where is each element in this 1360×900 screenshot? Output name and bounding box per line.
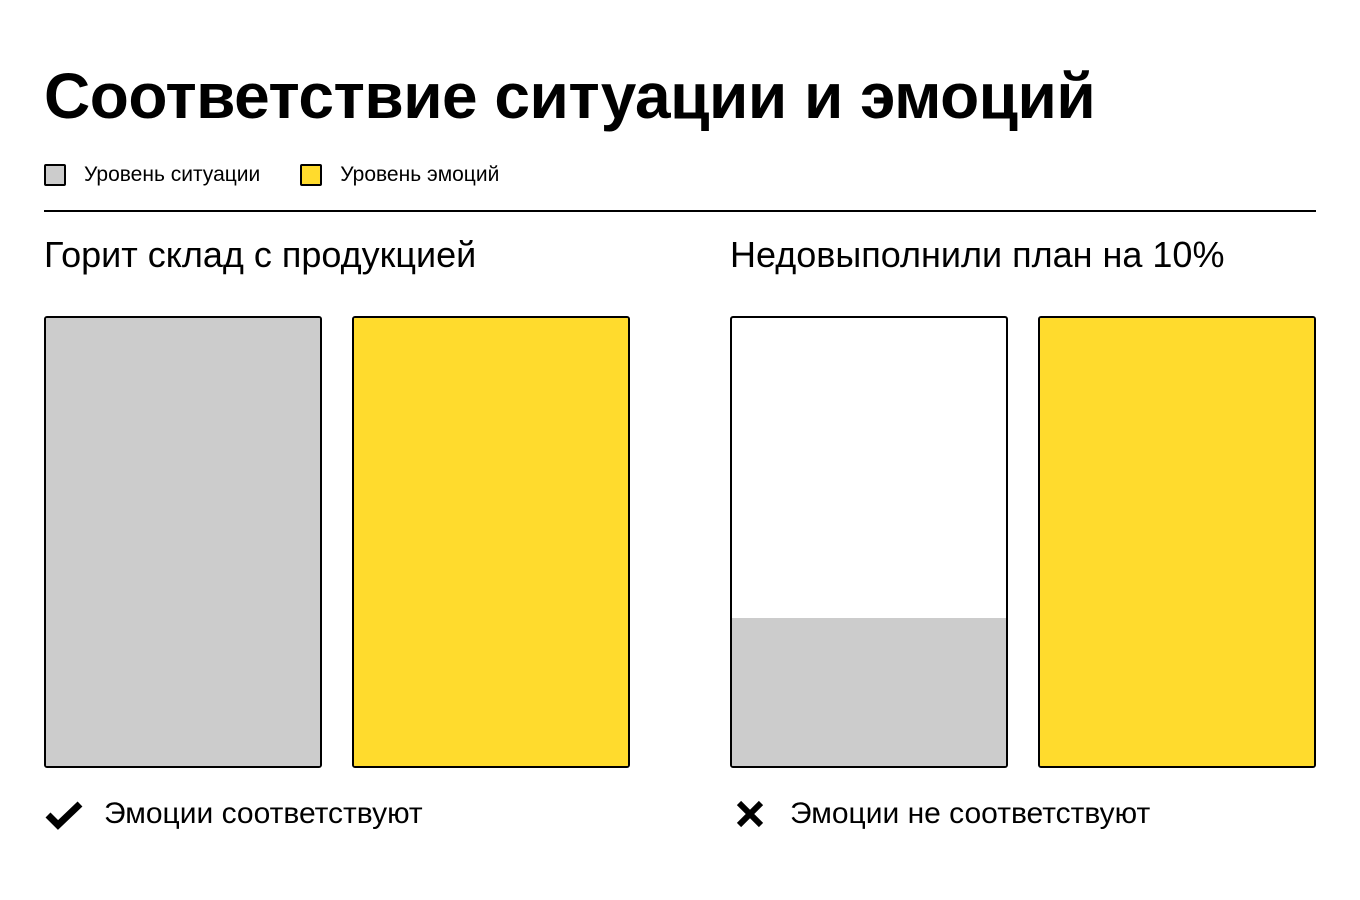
legend-label-situation: Уровень ситуации: [84, 163, 261, 186]
bar-situation-fill: [46, 318, 320, 766]
bar-group: [730, 316, 1316, 768]
bar-emotion-fill: [354, 318, 628, 766]
bar-emotion-fill: [1040, 318, 1314, 766]
legend-item-situation: Уровень ситуации: [44, 162, 260, 188]
divider: [44, 210, 1316, 212]
bar-group: [44, 316, 630, 768]
legend-label-emotion: Уровень эмоций: [340, 163, 500, 186]
cross-icon: [730, 794, 770, 834]
bar-situation-fill: [732, 618, 1006, 766]
verdict: Эмоции соответствуют: [44, 794, 423, 834]
bar-situation: [730, 316, 1008, 768]
legend: Уровень ситуации Уровень эмоций: [44, 162, 539, 188]
bar-situation: [44, 316, 322, 768]
legend-swatch-situation: [44, 164, 66, 186]
bar-emotion: [352, 316, 630, 768]
chart-panel-fire: Горит склад с продукцией Эмоции соответс…: [44, 232, 630, 852]
bar-emotion: [1038, 316, 1316, 768]
verdict: Эмоции не соответствуют: [730, 794, 1150, 834]
checkmark-icon: [44, 794, 84, 834]
chart-panel-plan: Недовыполнили план на 10% Эмоции не соот…: [730, 232, 1316, 852]
panel-title: Недовыполнили план на 10%: [730, 234, 1225, 275]
legend-swatch-emotion: [300, 164, 323, 186]
panel-title: Горит склад с продукцией: [44, 234, 477, 275]
verdict-label: Эмоции не соответствуют: [790, 797, 1151, 830]
verdict-label: Эмоции соответствуют: [104, 797, 423, 830]
legend-item-emotion: Уровень эмоций: [300, 162, 499, 188]
page-title: Соответствие ситуации и эмоций: [44, 60, 1096, 132]
